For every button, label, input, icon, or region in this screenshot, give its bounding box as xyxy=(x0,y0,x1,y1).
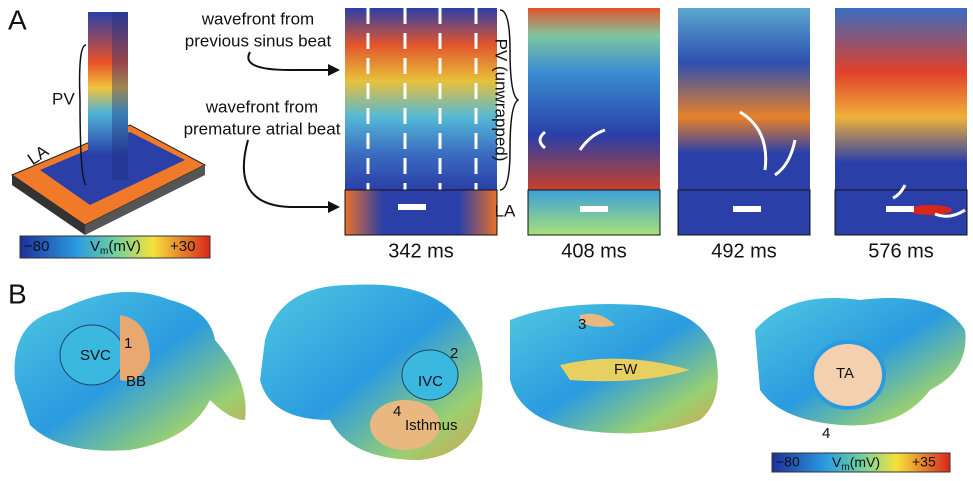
colorbar-max: +35 xyxy=(912,454,936,470)
panel-letter: A xyxy=(8,4,27,35)
axis-label: PV (unwrapped) xyxy=(492,39,511,162)
annotation: wavefront from xyxy=(201,9,314,28)
pv-map xyxy=(528,8,660,190)
time-label: 408 ms xyxy=(561,240,627,262)
la-map xyxy=(528,190,660,235)
arrowhead xyxy=(328,201,340,213)
colorbar-unit: (mV) xyxy=(108,238,141,255)
time-label: 342 ms xyxy=(388,240,454,262)
anatomy-label: TA xyxy=(836,365,854,382)
anatomy-label: FW xyxy=(614,361,638,378)
anatomy-label: BB xyxy=(126,373,146,390)
anatomy-label: 1 xyxy=(124,335,132,352)
time-label: 492 ms xyxy=(711,240,777,262)
annotation: premature atrial beat xyxy=(184,119,341,138)
colorbar-subscript: m xyxy=(841,462,849,473)
stim-site xyxy=(886,206,914,212)
la-activation xyxy=(908,205,952,215)
model-label: PV xyxy=(52,89,75,108)
time-label: 576 ms xyxy=(868,240,934,262)
pv-map xyxy=(678,8,810,190)
anatomy-label: 3 xyxy=(578,316,586,333)
arrow xyxy=(248,52,332,70)
colorbar-min: −80 xyxy=(776,454,800,470)
colorbar-min: −80 xyxy=(24,238,49,255)
axis-label: LA xyxy=(495,201,516,220)
annotation: previous sinus beat xyxy=(185,31,332,50)
anatomy-label: IVC xyxy=(418,373,443,390)
panel-letter: B xyxy=(8,278,27,309)
arrow xyxy=(244,140,332,207)
colorbar-unit: (mV) xyxy=(850,454,880,470)
anatomy-label: 2 xyxy=(450,345,458,362)
arrowhead xyxy=(328,64,340,76)
colorbar-max: +30 xyxy=(170,238,195,255)
body: A PV LA −80 Vm(mV) +30 wavefront from pr… xyxy=(0,0,973,481)
colorbar-symbol: V xyxy=(90,238,100,255)
colorbar-label: Vm(mV) xyxy=(90,238,141,257)
annotation: wavefront from xyxy=(205,97,318,116)
colorbar-subscript: m xyxy=(100,246,108,257)
stim-site xyxy=(733,206,761,212)
stim-site xyxy=(398,204,426,210)
anatomy-label: SVC xyxy=(80,347,111,364)
anatomy-label: Isthmus xyxy=(405,417,458,434)
la-map xyxy=(345,190,497,235)
heart-view-1 xyxy=(15,292,246,451)
pv-map xyxy=(835,8,967,190)
page: {"panel_a":{"letter":"A","annotation_top… xyxy=(0,0,973,481)
heart-view-4 xyxy=(755,298,966,426)
la-map xyxy=(678,190,810,235)
figure: A PV LA −80 Vm(mV) +30 wavefront from pr… xyxy=(0,0,973,481)
anatomy-label: 4 xyxy=(393,403,401,420)
stim-site xyxy=(580,206,608,212)
anatomy-label: 4 xyxy=(822,425,830,442)
pv-tube-shade xyxy=(112,12,128,180)
